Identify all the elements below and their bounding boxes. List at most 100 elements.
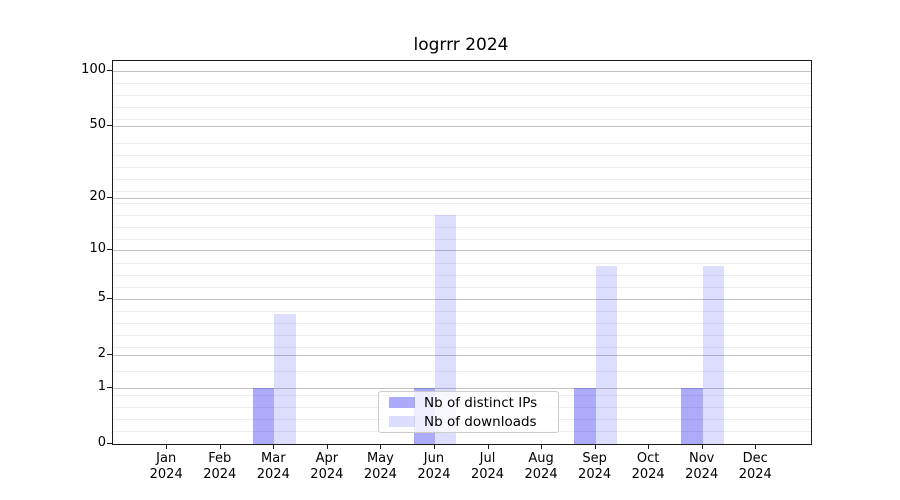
x-tick-year: 2024 — [685, 467, 719, 482]
y-tick-mark — [107, 125, 112, 127]
gridline-major — [113, 250, 811, 252]
x-tick-label: Dec 2024 — [715, 451, 795, 483]
y-tick-mark — [107, 443, 112, 444]
x-tick-label: Jan 2024 — [126, 451, 206, 483]
gridline-minor — [113, 107, 811, 108]
x-tick-mark — [273, 444, 275, 449]
y-tick-label: 1 — [97, 378, 106, 394]
x-tick-label: Jul 2024 — [448, 451, 528, 483]
plot-area — [112, 60, 812, 445]
gridline-minor — [113, 227, 811, 228]
gridline-minor — [113, 83, 811, 84]
gridline-minor — [113, 263, 811, 264]
x-tick-year: 2024 — [631, 467, 665, 482]
x-tick-label: Feb 2024 — [180, 451, 260, 483]
bar-nb-of-distinct-ips-sep — [574, 387, 596, 444]
gridline-major — [113, 71, 811, 72]
x-tick-label: May 2024 — [340, 451, 420, 483]
x-tick-label: Jun 2024 — [394, 451, 474, 483]
gridline-minor — [113, 203, 811, 204]
y-tick-mark — [107, 354, 112, 356]
x-tick-mark — [326, 444, 328, 449]
x-tick-year: 2024 — [578, 467, 612, 482]
x-tick-year: 2024 — [470, 467, 505, 482]
x-tick-month: Jul — [479, 451, 496, 466]
y-tick-label: 2 — [97, 346, 106, 362]
x-tick-month: Jun — [423, 451, 445, 466]
legend-swatch-nb-of-distinct-ips — [389, 397, 415, 408]
bar-nb-of-downloads-nov — [702, 266, 725, 444]
gridline-major — [113, 299, 811, 301]
legend-entry-nb-of-downloads: Nb of downloads — [389, 414, 550, 430]
x-tick-month: Apr — [315, 451, 339, 466]
x-tick-year: 2024 — [203, 467, 237, 482]
x-tick-mark — [166, 444, 168, 449]
x-tick-year: 2024 — [524, 467, 558, 482]
y-tick-mark — [107, 196, 112, 198]
gridline-minor — [113, 371, 811, 372]
x-tick-month: Feb — [208, 451, 232, 466]
legend: Nb of distinct IPs Nb of downloads — [378, 391, 559, 433]
x-tick-year: 2024 — [738, 467, 772, 482]
gridline-minor — [113, 191, 811, 192]
chart-title: logrrr 2024 — [413, 35, 509, 55]
y-tick-mark — [107, 298, 112, 300]
x-tick-mark — [380, 444, 382, 449]
bar-nb-of-distinct-ips-mar — [252, 387, 275, 444]
gridline-minor — [113, 335, 811, 336]
gridline-minor — [113, 347, 811, 348]
x-tick-mark — [433, 444, 435, 449]
x-tick-mark — [648, 444, 650, 449]
x-tick-label: Mar 2024 — [233, 451, 313, 483]
x-tick-month: Dec — [742, 451, 768, 466]
legend-entry-nb-of-distinct-ips: Nb of distinct IPs — [389, 395, 550, 411]
x-tick-label: Nov 2024 — [662, 451, 742, 483]
x-tick-month: May — [366, 451, 394, 466]
x-tick-month: Aug — [528, 451, 554, 466]
legend-label: Nb of distinct IPs — [424, 394, 538, 411]
y-tick-label: 10 — [89, 241, 106, 257]
x-tick-year: 2024 — [149, 467, 183, 482]
gridline-minor — [113, 323, 811, 324]
bar-nb-of-downloads-mar — [274, 313, 296, 444]
gridline-minor — [113, 215, 811, 216]
gridline-major — [113, 197, 811, 199]
gridline-minor — [113, 119, 811, 120]
bar-nb-of-downloads-sep — [595, 266, 617, 444]
gridline-minor — [113, 311, 811, 312]
y-tick-label: 5 — [97, 290, 106, 306]
x-tick-year: 2024 — [310, 467, 344, 482]
x-tick-mark — [487, 444, 489, 449]
gridline-minor — [113, 179, 811, 180]
y-tick-label: 20 — [89, 188, 106, 204]
bar-nb-of-downloads-jun — [434, 215, 457, 444]
gridline-major — [113, 387, 811, 389]
x-tick-year: 2024 — [363, 467, 397, 482]
y-tick-mark — [107, 70, 112, 71]
gridline-minor — [113, 239, 811, 240]
legend-swatch-nb-of-downloads — [389, 416, 415, 427]
legend-label: Nb of downloads — [424, 413, 537, 430]
x-tick-month: Sep — [582, 451, 607, 466]
y-tick-mark — [107, 249, 112, 251]
y-tick-mark — [107, 386, 112, 388]
x-tick-label: Aug 2024 — [501, 451, 581, 483]
gridline-minor — [113, 143, 811, 144]
x-tick-label: Sep 2024 — [555, 451, 635, 483]
x-tick-mark — [701, 444, 703, 449]
y-tick-label: 50 — [89, 117, 106, 133]
x-tick-month: Jan — [156, 451, 177, 466]
y-tick-label: 100 — [81, 62, 106, 77]
x-tick-mark — [755, 444, 757, 449]
x-tick-mark — [219, 444, 221, 449]
gridline-minor — [113, 155, 811, 156]
x-tick-month: Mar — [261, 451, 286, 466]
x-tick-year: 2024 — [417, 467, 451, 482]
bar-nb-of-distinct-ips-nov — [681, 387, 703, 444]
gridline-minor — [113, 275, 811, 276]
x-tick-label: Apr 2024 — [287, 451, 367, 483]
gridline-minor — [113, 287, 811, 288]
x-tick-label: Oct 2024 — [608, 451, 688, 483]
x-tick-month: Nov — [689, 451, 715, 466]
